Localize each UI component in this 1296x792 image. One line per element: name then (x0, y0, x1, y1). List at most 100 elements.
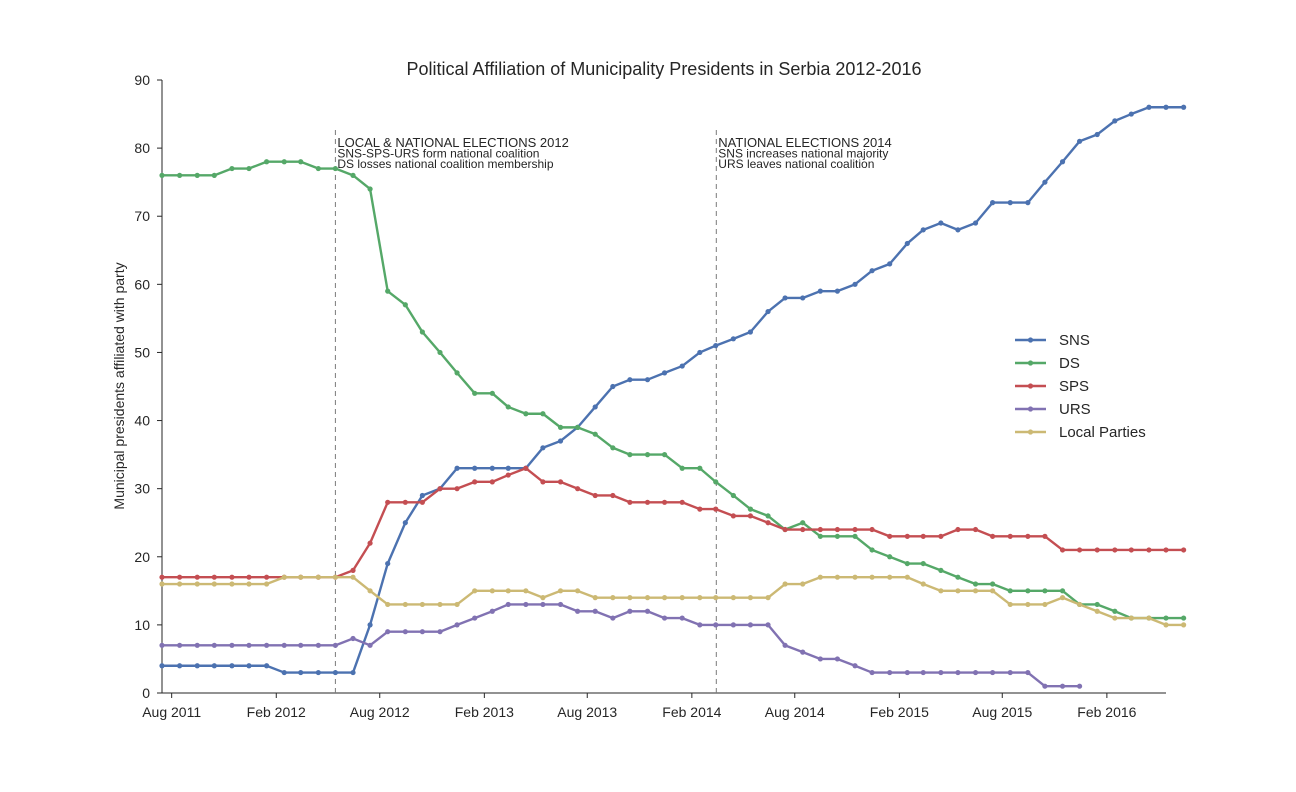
series-line (162, 576, 1184, 627)
data-point (159, 663, 165, 669)
data-point (229, 581, 235, 587)
data-point (1076, 683, 1083, 689)
data-point (592, 492, 598, 499)
data-point (800, 649, 806, 655)
data-point (229, 663, 235, 669)
data-point (557, 424, 564, 430)
data-point (972, 220, 979, 226)
data-point (281, 159, 287, 165)
data-point (713, 595, 719, 601)
series-local-parties (159, 574, 1187, 628)
data-point (454, 486, 460, 492)
data-point (765, 520, 771, 526)
data-point (437, 601, 443, 608)
series-sns (159, 104, 1187, 676)
data-point (1042, 601, 1048, 608)
data-point (523, 588, 529, 594)
data-point (1076, 138, 1083, 144)
data-point (747, 329, 754, 335)
data-point (730, 336, 736, 342)
data-point (920, 669, 926, 676)
legend-item-local-parties[interactable]: Local Parties (1015, 424, 1146, 441)
series-group (159, 104, 1187, 689)
legend-label: SPS (1059, 378, 1089, 395)
data-point (505, 465, 511, 471)
data-point (298, 669, 304, 676)
data-point (1128, 615, 1134, 621)
data-point (920, 533, 926, 539)
data-point (972, 526, 979, 533)
data-point (904, 533, 910, 539)
data-point (955, 669, 961, 676)
annotation-line: SNS increases national majority (718, 147, 888, 161)
data-point (402, 629, 408, 635)
data-point (852, 574, 858, 580)
data-point (852, 526, 858, 533)
data-point (955, 574, 961, 580)
data-point (730, 622, 736, 628)
data-point (610, 615, 616, 621)
x-tick-label: Feb 2014 (662, 704, 721, 720)
data-point (1181, 622, 1187, 628)
data-point (610, 595, 616, 601)
data-point (540, 411, 546, 417)
legend-item-sns[interactable]: SNS (1015, 332, 1090, 349)
data-point (765, 513, 771, 519)
data-point (817, 656, 823, 662)
legend-item-ds[interactable]: DS (1015, 355, 1080, 372)
data-point (713, 506, 719, 512)
legend-item-sps[interactable]: SPS (1015, 378, 1089, 395)
data-point (472, 588, 478, 594)
axes: 0 10 20 30 40 50 60 70 80 90 Aug 2011 Feb 2012 Aug 2… (134, 72, 1166, 720)
data-point (679, 595, 685, 601)
data-point (800, 526, 806, 533)
data-point (817, 574, 823, 580)
data-point (697, 506, 703, 512)
data-point (350, 635, 356, 642)
data-point (419, 629, 425, 635)
data-point (592, 608, 598, 614)
data-point (332, 165, 338, 172)
data-point (315, 642, 321, 648)
data-point (697, 595, 703, 601)
data-point (1094, 131, 1100, 138)
data-point (834, 656, 840, 662)
data-point (972, 581, 979, 587)
data-point (887, 669, 893, 676)
legend-label: SNS (1059, 332, 1090, 349)
data-point (1094, 601, 1100, 608)
data-point (782, 295, 788, 301)
data-point (350, 574, 356, 580)
data-point (1059, 547, 1066, 553)
data-point (1163, 547, 1169, 553)
data-point (489, 588, 495, 594)
data-point (661, 499, 668, 505)
data-point (1163, 104, 1169, 110)
data-point (592, 431, 598, 437)
data-point (852, 533, 858, 539)
data-point (817, 533, 823, 539)
legend-item-urs[interactable]: URS (1015, 401, 1091, 418)
x-tick-label: Aug 2014 (765, 704, 825, 720)
data-point (800, 295, 806, 301)
data-point (557, 479, 564, 485)
data-point (730, 492, 736, 499)
data-point (765, 622, 771, 628)
x-tick-label: Aug 2015 (972, 704, 1032, 720)
data-point (281, 642, 287, 648)
data-point (159, 642, 165, 648)
data-point (177, 172, 183, 178)
data-point (385, 288, 391, 294)
data-point (679, 615, 685, 621)
data-point (661, 615, 668, 621)
data-point (852, 281, 858, 287)
data-point (627, 377, 633, 383)
data-point (177, 574, 183, 580)
annotations: LOCAL & NATIONAL ELECTIONS 2012SNS-SPS-U… (337, 135, 891, 171)
data-point (574, 486, 581, 492)
data-point (350, 567, 356, 574)
data-point (747, 513, 754, 519)
data-point (298, 159, 304, 165)
data-point (697, 622, 703, 628)
